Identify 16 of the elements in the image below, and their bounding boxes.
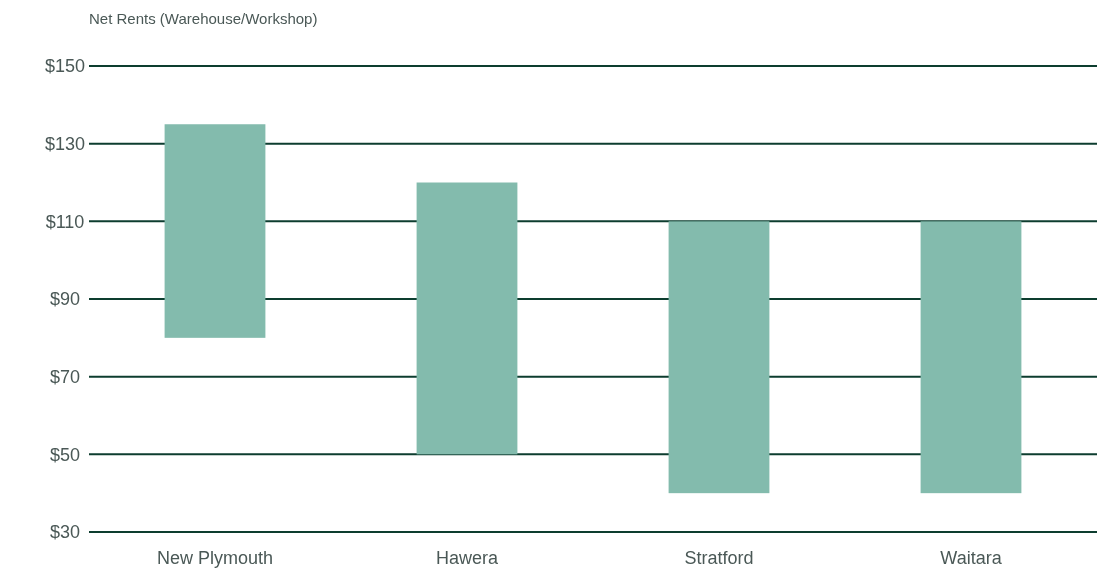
- y-tick-label: $30: [49, 522, 81, 543]
- x-tick-label: Hawera: [435, 548, 499, 568]
- y-tick-label: $90: [49, 289, 81, 310]
- y-tick-label: $150: [44, 56, 86, 77]
- bar: [416, 182, 518, 455]
- bar: [164, 124, 266, 338]
- y-tick-label: $50: [49, 444, 81, 465]
- y-tick-label: $110: [45, 211, 85, 232]
- bar: [920, 221, 1022, 494]
- y-tick-label: $70: [49, 366, 81, 387]
- bar: [668, 221, 770, 494]
- y-tick-label: $130: [44, 133, 86, 154]
- x-tick-label: Waitara: [940, 548, 1003, 568]
- x-tick-label: Stratford: [684, 548, 754, 568]
- chart-title: Net Rents (Warehouse/Workshop): [89, 10, 318, 27]
- x-tick-label: New Plymouth: [156, 548, 274, 568]
